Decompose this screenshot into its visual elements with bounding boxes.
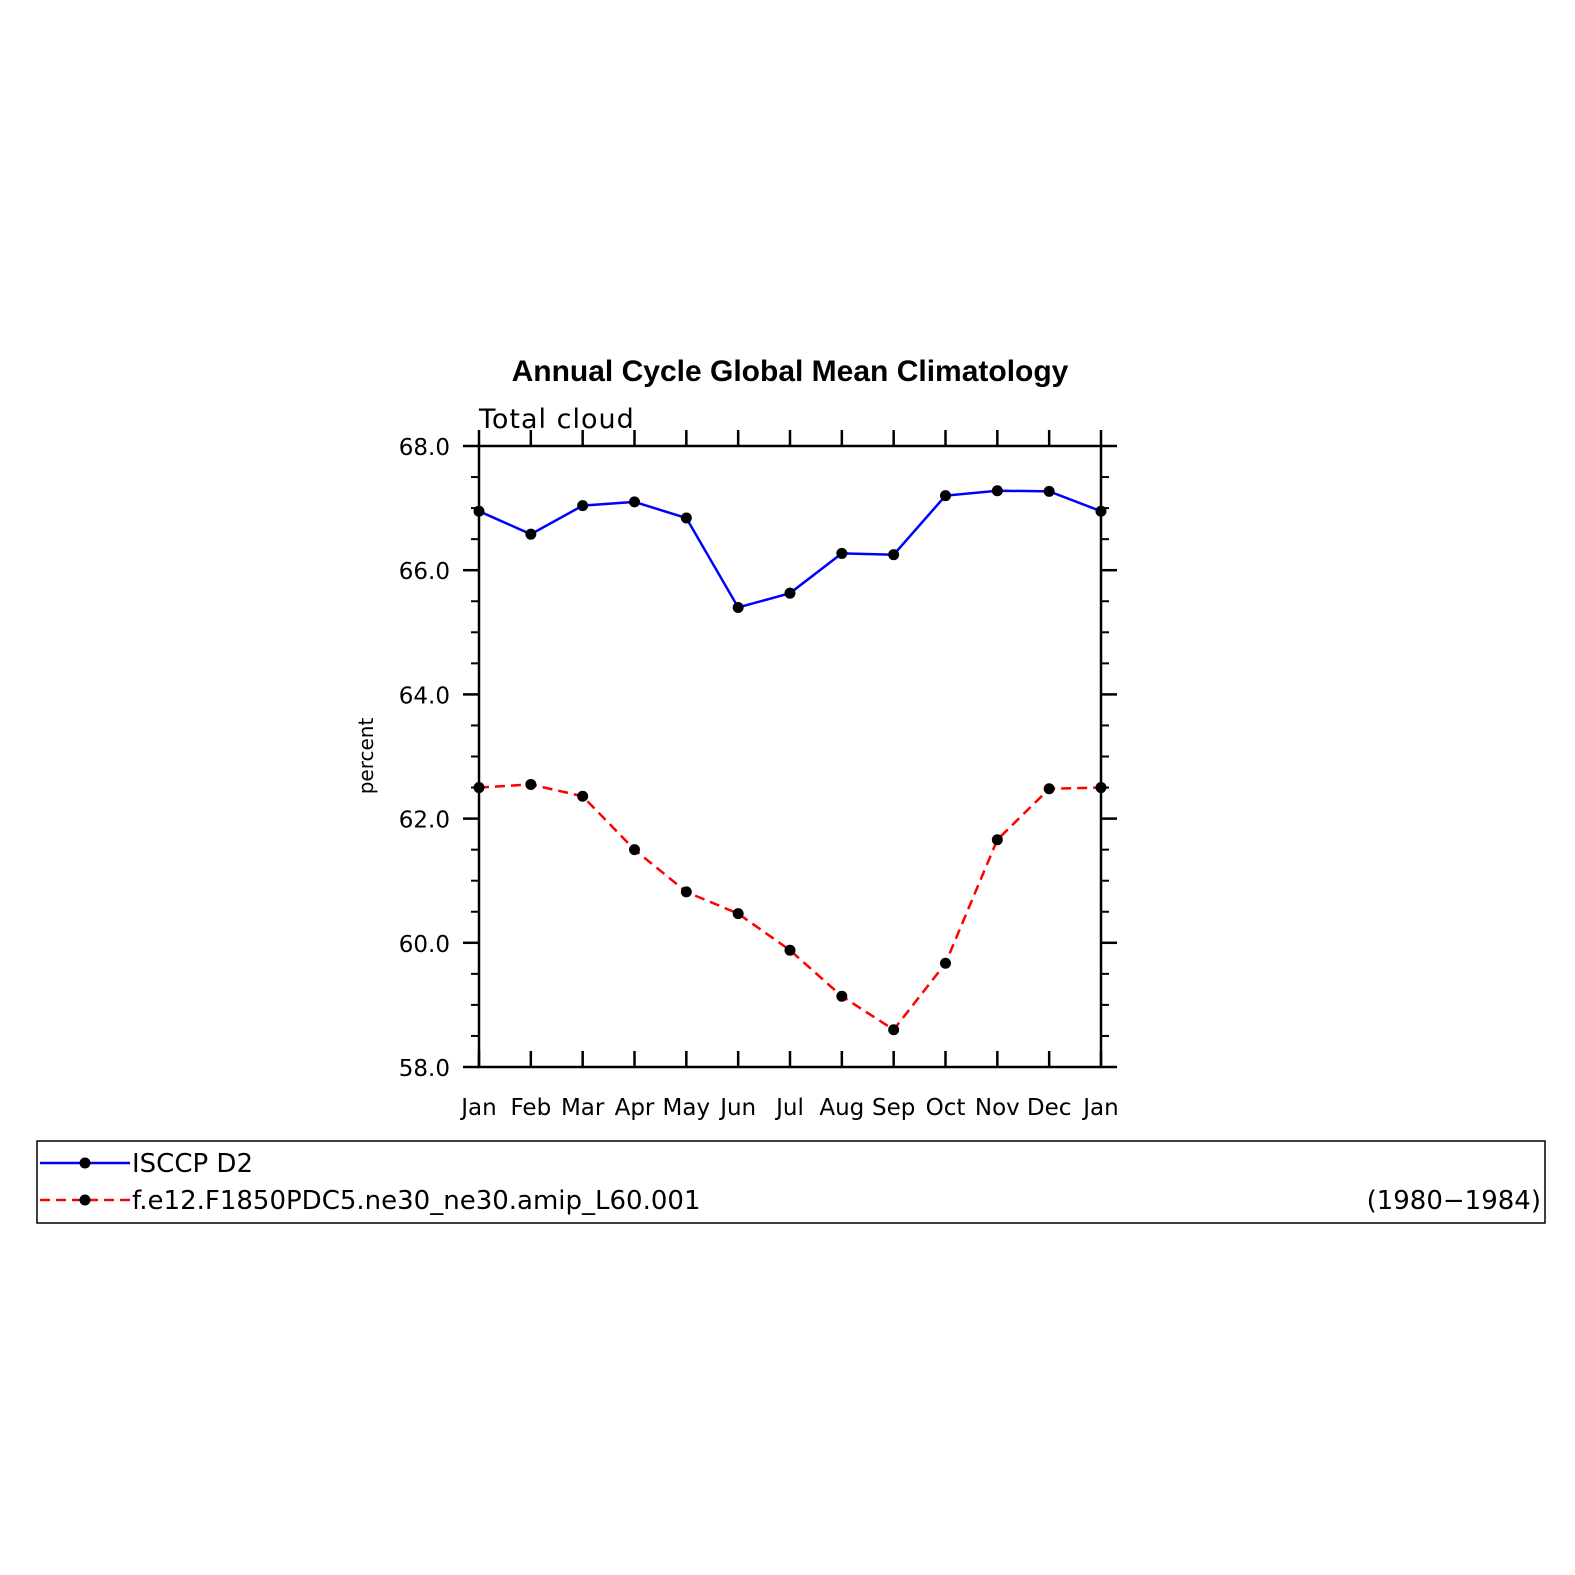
series-0-point xyxy=(525,528,537,540)
legend-box xyxy=(36,1140,1546,1224)
x-tick-label: Mar xyxy=(561,1095,605,1121)
legend-label-isccp: ISCCP D2 xyxy=(132,1149,253,1179)
series-1-point xyxy=(991,834,1003,846)
chart-title: Annual Cycle Global Mean Climatology xyxy=(512,355,1069,388)
y-tick-label: 62.0 xyxy=(399,808,450,834)
series-1-point xyxy=(888,1024,900,1036)
series-0-point xyxy=(473,505,485,517)
series-1-point xyxy=(784,944,796,956)
y-tick-label: 64.0 xyxy=(399,683,450,709)
legend-year-range: (1980−1984) xyxy=(1367,1186,1541,1216)
legend-marker-0 xyxy=(79,1157,91,1169)
series-0-point xyxy=(991,485,1003,497)
series-0-point xyxy=(1043,485,1055,497)
series-0-point xyxy=(732,601,744,613)
x-tick-label: Jul xyxy=(774,1095,804,1121)
x-tick-label: Feb xyxy=(510,1095,551,1121)
x-tick-label: Dec xyxy=(1027,1095,1072,1121)
legend-label-model: f.e12.F1850PDC5.ne30_ne30.amip_L60.001 xyxy=(132,1186,700,1216)
series-0-point xyxy=(888,549,900,561)
x-tick-label: Nov xyxy=(975,1095,1020,1121)
series-1-point xyxy=(940,957,951,969)
series-layer xyxy=(473,485,1107,1036)
series-0-point xyxy=(577,500,589,512)
series-1-point xyxy=(1043,783,1055,795)
series-0-point xyxy=(680,512,692,524)
series-0-point xyxy=(629,496,640,508)
axes: Jan Feb Mar Apr May Jun Jul Aug Sep Oct Nov Dec Jan 5… xyxy=(399,430,1119,1121)
series-1-point xyxy=(732,908,744,920)
y-tick-label: 68.0 xyxy=(399,435,450,461)
chart-subtitle: Total cloud xyxy=(478,404,635,435)
series-1-point xyxy=(473,782,485,794)
y-tick-label: 60.0 xyxy=(399,932,450,958)
series-0-point xyxy=(784,587,796,599)
series-1-point xyxy=(680,886,692,898)
x-tick-label: Apr xyxy=(615,1095,655,1121)
x-tick-label: Jun xyxy=(718,1095,756,1121)
legend-marker-1 xyxy=(79,1194,91,1206)
series-1-point xyxy=(577,790,589,802)
series-0-point xyxy=(1095,505,1107,517)
series-1-point xyxy=(525,778,537,790)
x-tick-label: Sep xyxy=(872,1095,915,1121)
x-tick-label: Aug xyxy=(819,1095,864,1121)
legend: ISCCP D2 f.e12.F1850PDC5.ne30_ne30.amip_… xyxy=(36,1140,1546,1224)
x-tick-label: May xyxy=(663,1095,711,1121)
x-tick-label: Oct xyxy=(926,1095,966,1121)
series-1-point xyxy=(836,990,848,1002)
series-1-point xyxy=(1095,782,1107,794)
series-line-1 xyxy=(478,783,1102,1032)
x-tick-label: Jan xyxy=(459,1095,496,1121)
plot-frame xyxy=(477,444,1103,1069)
series-1-point xyxy=(629,844,640,856)
x-tick-label: Jan xyxy=(1081,1095,1118,1121)
y-tick-label: 58.0 xyxy=(399,1056,450,1082)
y-tick-label: 66.0 xyxy=(399,559,450,585)
y-axis-label: percent xyxy=(354,718,378,795)
series-0-point xyxy=(940,490,951,502)
series-0-point xyxy=(836,547,848,559)
